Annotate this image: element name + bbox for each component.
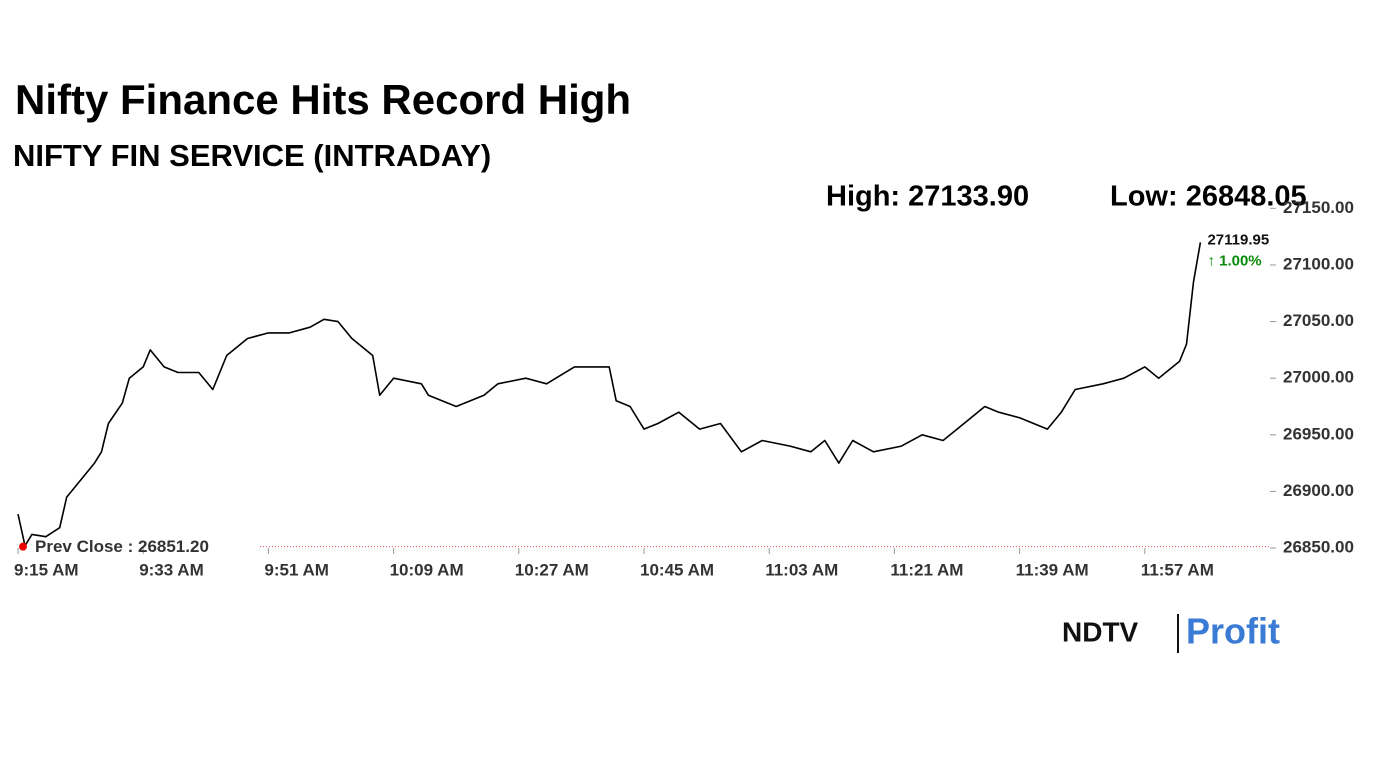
x-tick-label: 9:33 AM [139,560,204,579]
x-tick-label: 9:51 AM [264,560,329,579]
x-tick-label: 11:03 AM [765,560,838,579]
x-tick-label: 10:09 AM [390,560,464,579]
x-tick-label: 11:57 AM [1141,560,1214,579]
low-label: Low: 26848.05 [1110,181,1307,213]
chart-subtitle: NIFTY FIN SERVICE (INTRADAY) [13,138,491,173]
x-tick-label: 11:39 AM [1016,560,1089,579]
price-line [17,242,1202,547]
change-label: ↑ 1.00% [1207,252,1261,269]
y-tick-label: 27100.00 [1283,254,1354,273]
chart-title: Nifty Finance Hits Record High [15,76,631,123]
y-tick-label: 26950.00 [1283,424,1354,443]
x-tick-label: 10:27 AM [515,560,589,579]
high-label: High: 27133.90 [826,181,1029,213]
last-value-label: 27119.95 [1207,231,1269,248]
y-tick-label: 27000.00 [1283,368,1354,387]
prev-close-label: Prev Close : 26851.20 [35,537,209,556]
x-tick-label: 11:21 AM [890,560,963,579]
y-tick-label: 27050.00 [1283,311,1354,330]
start-dot [19,542,27,551]
y-tick-label: 26900.00 [1283,481,1354,500]
logo-profit: Profit [1186,611,1280,652]
logo-ndtv: NDTV [1062,616,1139,647]
x-tick-label: 9:15 AM [14,560,79,579]
x-tick-label: 10:45 AM [640,560,714,579]
y-tick-label: 26850.00 [1283,538,1354,557]
y-tick-label: 27150.00 [1283,198,1354,217]
